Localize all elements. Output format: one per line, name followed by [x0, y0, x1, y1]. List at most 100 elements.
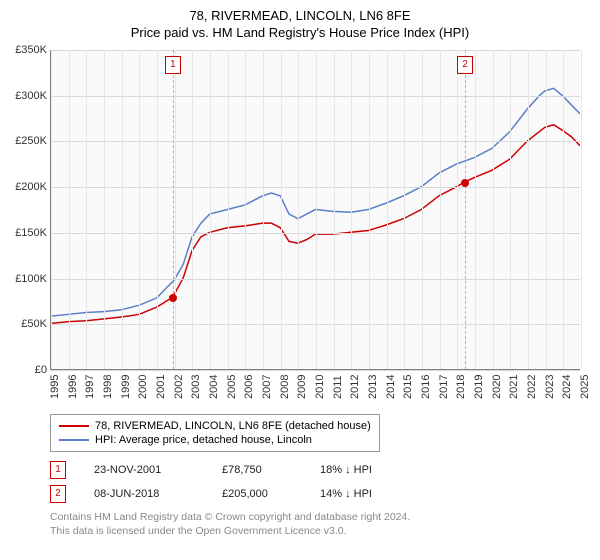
title-subtitle: Price paid vs. HM Land Registry's House …	[0, 25, 600, 40]
chart-plot-area: £0£50K£100K£150K£200K£250K£300K£350K1995…	[50, 50, 580, 370]
gridline-vertical	[510, 50, 511, 369]
gridline-vertical	[69, 50, 70, 369]
x-axis-label: 2014	[385, 375, 397, 399]
gridline-vertical	[192, 50, 193, 369]
legend-label: HPI: Average price, detached house, Linc…	[95, 434, 312, 446]
gridline-vertical	[563, 50, 564, 369]
sale-delta: 14% ↓ HPI	[320, 488, 410, 500]
sale-dot	[169, 294, 177, 302]
gridline-vertical	[334, 50, 335, 369]
title-address: 78, RIVERMEAD, LINCOLN, LN6 8FE	[0, 8, 600, 23]
gridline-vertical	[440, 50, 441, 369]
x-axis-label: 2006	[243, 375, 255, 399]
sale-marker-box: 1	[165, 56, 181, 74]
y-axis-label: £150K	[15, 227, 47, 239]
y-axis-label: £300K	[15, 90, 47, 102]
gridline-vertical	[281, 50, 282, 369]
x-axis-label: 2010	[314, 375, 326, 399]
table-row: 2 08-JUN-2018 £205,000 14% ↓ HPI	[50, 482, 410, 506]
gridline-vertical	[457, 50, 458, 369]
sale-vline	[173, 50, 174, 369]
gridline-vertical	[298, 50, 299, 369]
y-axis-label: £350K	[15, 44, 47, 56]
chart-container: 78, RIVERMEAD, LINCOLN, LN6 8FE Price pa…	[0, 0, 600, 560]
gridline-vertical	[122, 50, 123, 369]
footer-line1: Contains HM Land Registry data © Crown c…	[50, 510, 410, 524]
gridline-vertical	[139, 50, 140, 369]
gridline-vertical	[369, 50, 370, 369]
gridline-vertical	[546, 50, 547, 369]
x-axis-label: 2020	[491, 375, 503, 399]
gridline-vertical	[528, 50, 529, 369]
sale-vline	[465, 50, 466, 369]
footer-attribution: Contains HM Land Registry data © Crown c…	[50, 510, 410, 538]
x-axis-label: 1999	[120, 375, 132, 399]
y-axis-label: £100K	[15, 273, 47, 285]
gridline-vertical	[387, 50, 388, 369]
legend: 78, RIVERMEAD, LINCOLN, LN6 8FE (detache…	[50, 414, 380, 452]
x-axis-label: 1995	[49, 375, 61, 399]
table-row: 1 23-NOV-2001 £78,750 18% ↓ HPI	[50, 458, 410, 482]
x-axis-label: 2001	[155, 375, 167, 399]
sale-marker-badge: 1	[50, 461, 66, 479]
legend-swatch	[59, 425, 89, 427]
x-axis-label: 2008	[279, 375, 291, 399]
gridline-vertical	[228, 50, 229, 369]
sale-marker-box: 2	[457, 56, 473, 74]
sale-price: £205,000	[222, 488, 292, 500]
sale-delta: 18% ↓ HPI	[320, 464, 410, 476]
y-axis-label: £250K	[15, 135, 47, 147]
gridline-vertical	[86, 50, 87, 369]
sale-date: 08-JUN-2018	[94, 488, 194, 500]
gridline-vertical	[351, 50, 352, 369]
x-axis-label: 2003	[190, 375, 202, 399]
x-axis-label: 2009	[296, 375, 308, 399]
gridline-vertical	[210, 50, 211, 369]
x-axis-label: 2007	[261, 375, 273, 399]
x-axis-label: 1996	[67, 375, 79, 399]
x-axis-label: 2016	[420, 375, 432, 399]
x-axis-label: 2025	[579, 375, 591, 399]
legend-swatch	[59, 439, 89, 441]
gridline-vertical	[245, 50, 246, 369]
gridline-vertical	[51, 50, 52, 369]
legend-item: 78, RIVERMEAD, LINCOLN, LN6 8FE (detache…	[59, 419, 371, 433]
x-axis-label: 2021	[508, 375, 520, 399]
x-axis-label: 2022	[526, 375, 538, 399]
gridline-vertical	[422, 50, 423, 369]
gridline-vertical	[475, 50, 476, 369]
x-axis-label: 1997	[84, 375, 96, 399]
gridline-vertical	[404, 50, 405, 369]
x-axis-label: 2019	[473, 375, 485, 399]
legend-label: 78, RIVERMEAD, LINCOLN, LN6 8FE (detache…	[95, 420, 371, 432]
gridline-vertical	[581, 50, 582, 369]
footer-line2: This data is licensed under the Open Gov…	[50, 524, 410, 538]
gridline-vertical	[104, 50, 105, 369]
x-axis-label: 2015	[402, 375, 414, 399]
gridline-horizontal	[51, 370, 580, 371]
sale-date: 23-NOV-2001	[94, 464, 194, 476]
gridline-vertical	[316, 50, 317, 369]
x-axis-label: 2017	[438, 375, 450, 399]
gridline-vertical	[175, 50, 176, 369]
legend-item: HPI: Average price, detached house, Linc…	[59, 433, 371, 447]
x-axis-label: 2012	[349, 375, 361, 399]
x-axis-label: 2024	[561, 375, 573, 399]
x-axis-label: 2000	[137, 375, 149, 399]
y-axis-label: £200K	[15, 181, 47, 193]
x-axis-label: 1998	[102, 375, 114, 399]
x-axis-label: 2013	[367, 375, 379, 399]
gridline-vertical	[263, 50, 264, 369]
x-axis-label: 2011	[332, 375, 344, 399]
x-axis-label: 2023	[544, 375, 556, 399]
x-axis-label: 2002	[173, 375, 185, 399]
title-block: 78, RIVERMEAD, LINCOLN, LN6 8FE Price pa…	[0, 0, 600, 40]
x-axis-label: 2004	[208, 375, 220, 399]
gridline-vertical	[493, 50, 494, 369]
x-axis-label: 2005	[226, 375, 238, 399]
sale-dot	[461, 179, 469, 187]
sale-price: £78,750	[222, 464, 292, 476]
y-axis-label: £0	[35, 364, 47, 376]
x-axis-label: 2018	[455, 375, 467, 399]
sale-marker-badge: 2	[50, 485, 66, 503]
